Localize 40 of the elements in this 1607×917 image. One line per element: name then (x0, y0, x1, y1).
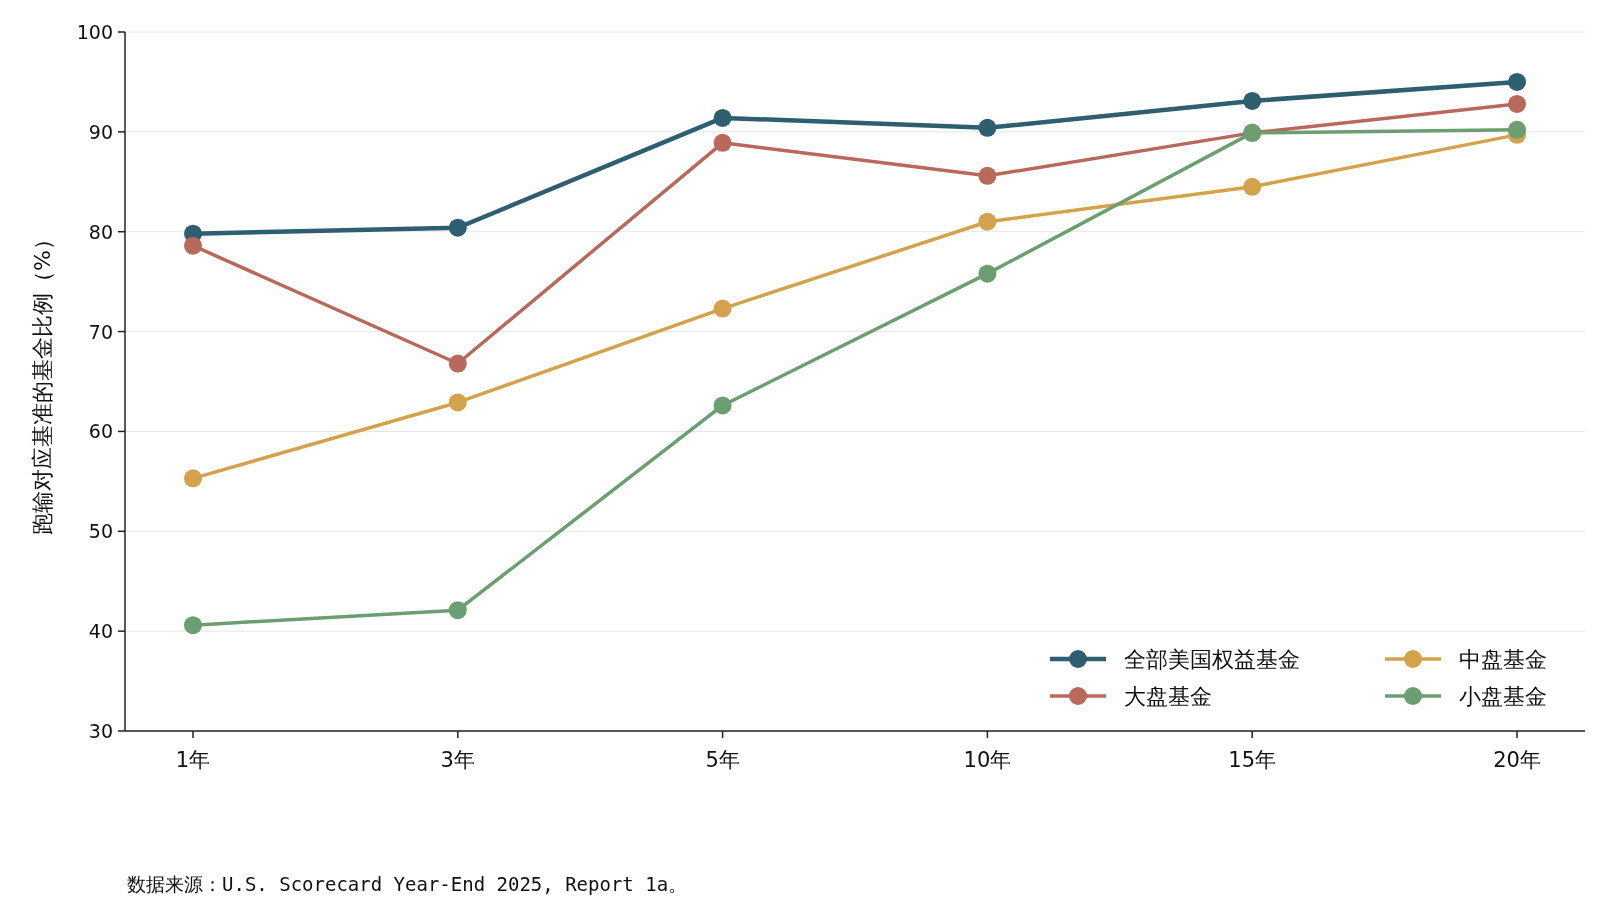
point (184, 469, 202, 488)
point (1508, 72, 1526, 91)
x-tick-label: 10年 (963, 748, 1012, 772)
point (448, 218, 467, 237)
point (184, 616, 202, 635)
legend-label: 大盘基金 (1124, 683, 1212, 709)
y-tick-label: 80 (88, 220, 113, 243)
y-tick-label: 50 (88, 520, 113, 543)
y-tick-label: 100 (76, 21, 113, 43)
legend-label: 全部美国权益基金 (1124, 646, 1300, 672)
point (713, 133, 732, 152)
y-tick-label: 40 (88, 620, 113, 643)
point (978, 166, 997, 185)
y-tick-label: 70 (88, 320, 113, 343)
legend-label: 中盘基金 (1459, 646, 1547, 672)
source-note: 数据来源：U.S. Scorecard Year-End 2025, Report 1a。 (127, 873, 688, 895)
y-tick-label: 90 (88, 120, 113, 143)
point (713, 108, 732, 127)
point (184, 236, 202, 255)
y-tick-label: 30 (88, 720, 113, 742)
point (713, 396, 732, 415)
point (1243, 177, 1262, 196)
x-tick-label: 15年 (1228, 748, 1277, 772)
x-tick-label: 20年 (1493, 748, 1541, 772)
point (978, 118, 997, 137)
point (1508, 120, 1526, 139)
y-axis-title: 跑输对应基准的基金比例（%） (30, 228, 55, 535)
point (1243, 91, 1262, 110)
legend-label: 小盘基金 (1459, 683, 1547, 709)
x-tick-label: 5年 (705, 748, 740, 772)
point (978, 264, 997, 283)
y-tick-label: 60 (88, 420, 113, 443)
x-tick-label: 3年 (440, 748, 475, 772)
point (978, 212, 997, 231)
x-tick-label: 1年 (175, 748, 211, 772)
point (448, 601, 467, 620)
point (1508, 94, 1526, 113)
point (448, 354, 467, 373)
point (448, 393, 467, 412)
point (713, 299, 732, 318)
